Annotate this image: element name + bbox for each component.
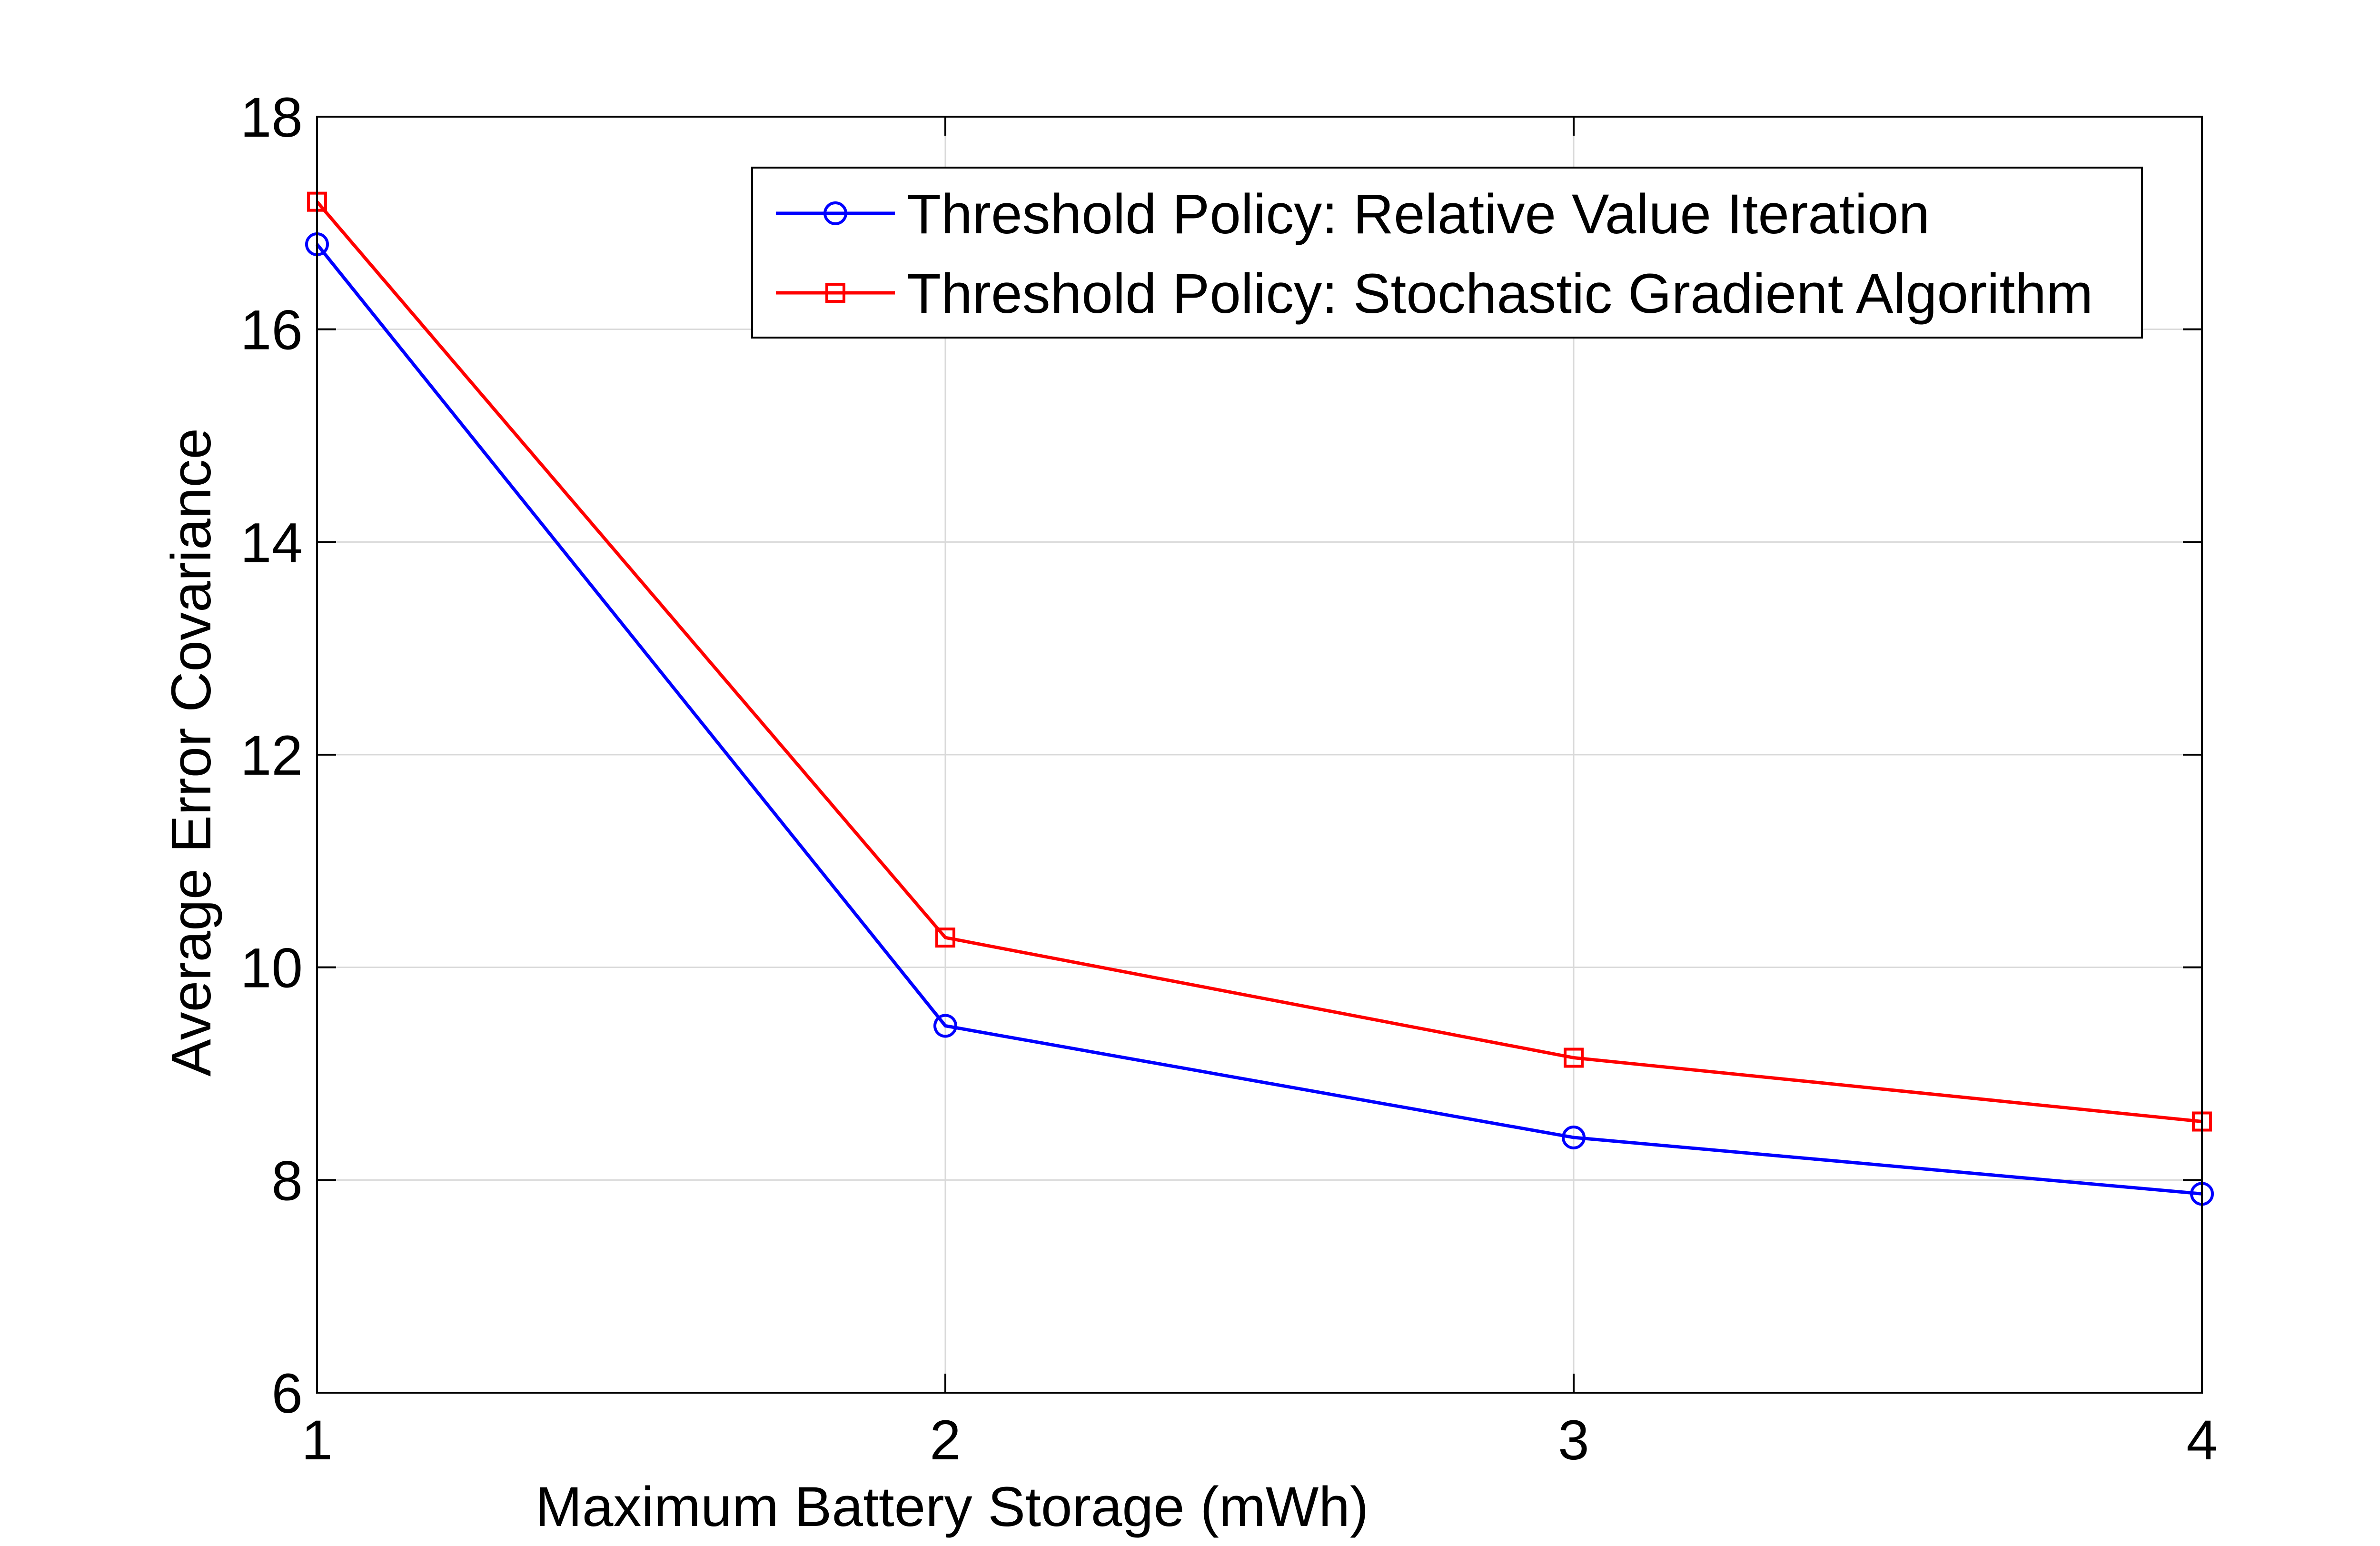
x-tick-label: 2 bbox=[930, 1409, 961, 1472]
data-point bbox=[933, 1014, 957, 1038]
legend-label-sga: Threshold Policy: Stochastic Gradient Al… bbox=[907, 262, 2093, 325]
x-tick-label: 1 bbox=[301, 1409, 333, 1472]
y-tick-label: 18 bbox=[240, 86, 303, 149]
series-line-1 bbox=[316, 243, 2202, 1196]
y-tick-label: 14 bbox=[240, 511, 303, 574]
legend-box bbox=[751, 167, 2143, 339]
x-tick-label: 3 bbox=[1558, 1409, 1589, 1472]
y-tick-label: 10 bbox=[240, 937, 303, 1000]
y-tick-label: 6 bbox=[271, 1362, 303, 1425]
plot-frame bbox=[316, 116, 2203, 1394]
data-point bbox=[1564, 1047, 1584, 1068]
y-tick-label: 8 bbox=[271, 1149, 303, 1212]
legend-marker-rvi bbox=[823, 201, 847, 225]
y-tick-label: 16 bbox=[240, 299, 303, 362]
data-point bbox=[935, 928, 955, 948]
series-line-2 bbox=[316, 200, 2202, 1123]
data-point bbox=[1562, 1126, 1586, 1149]
y-axis-title: Average Error Covariance bbox=[160, 428, 223, 1077]
legend-label-rvi: Threshold Policy: Relative Value Iterati… bbox=[907, 183, 1930, 246]
x-axis-title: Maximum Battery Storage (mWh) bbox=[536, 1476, 1369, 1538]
x-tick-label: 4 bbox=[2186, 1409, 2218, 1472]
legend: Threshold Policy: Relative Value Iterati… bbox=[751, 167, 2143, 339]
x-tick-labels: 1 2 3 4 bbox=[301, 1409, 2218, 1472]
y-tick-labels: 6 8 10 12 14 16 18 bbox=[240, 86, 303, 1425]
y-tick-label: 12 bbox=[240, 724, 303, 787]
legend-marker-sga bbox=[825, 283, 845, 303]
